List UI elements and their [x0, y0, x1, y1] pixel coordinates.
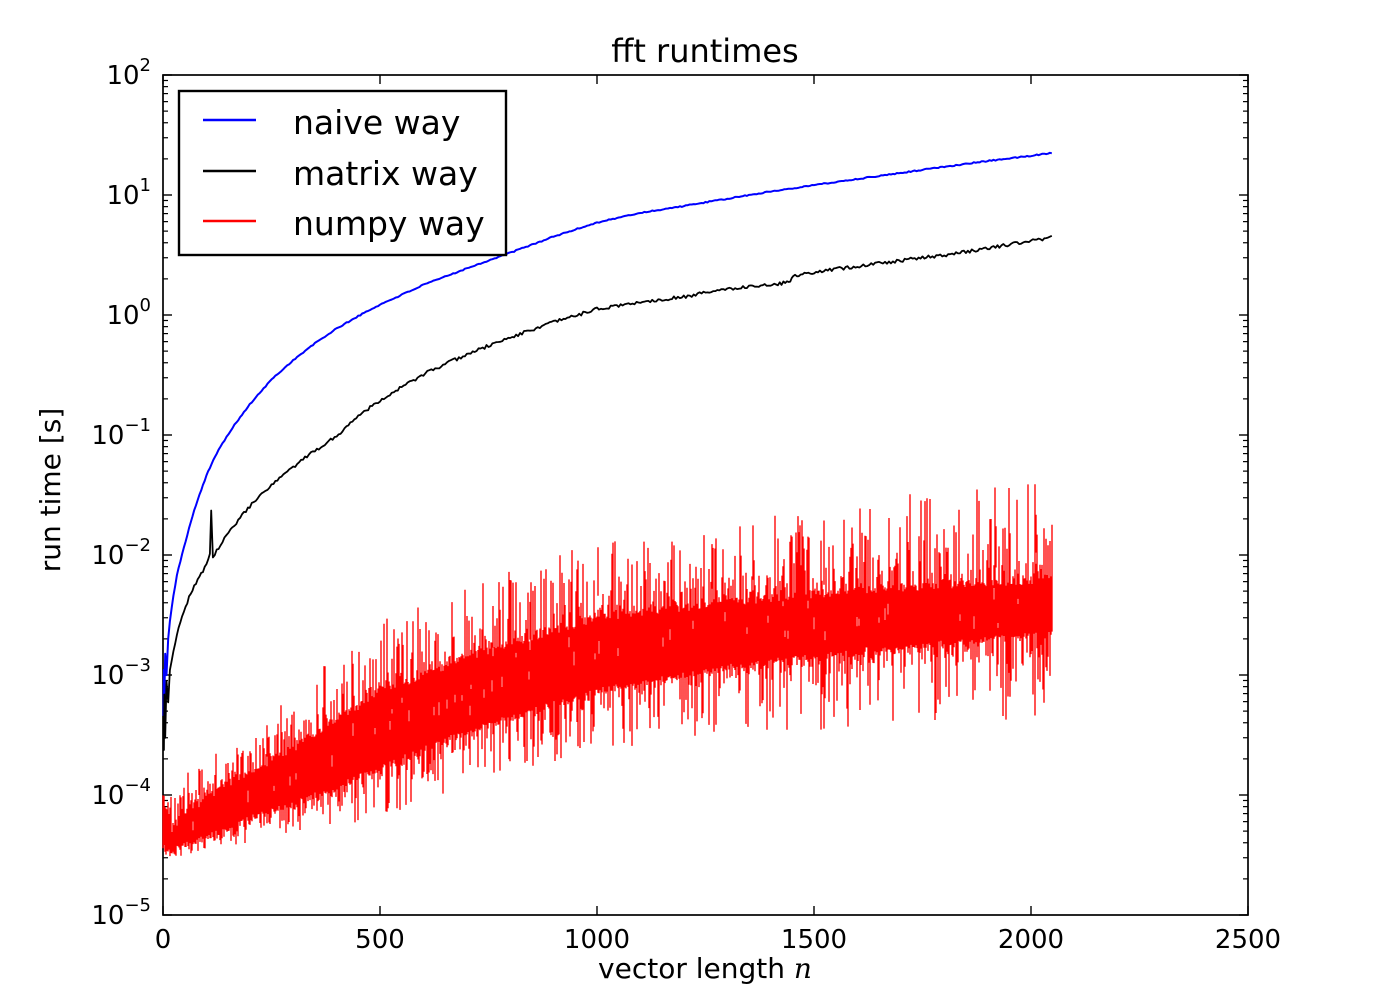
series-matrix-way [162, 234, 1053, 751]
x-tick-label: 2000 [998, 925, 1064, 955]
x-tick-label: 500 [355, 925, 405, 955]
legend: naive way matrix way numpy way [177, 89, 508, 257]
axes-frame [162, 74, 1249, 916]
y-tick-label: 10−4 [91, 775, 151, 811]
axes: 0 500 1000 1500 2000 2500 102 101 100 10−1 10−2 10−… [91, 55, 1281, 955]
legend-label-numpy: numpy way [293, 204, 485, 243]
legend-box [177, 89, 508, 257]
series-numpy-way [162, 484, 1053, 857]
y-tick-label: 10−3 [91, 655, 151, 691]
y-tick-label: 10−2 [91, 535, 151, 571]
y-tick-label: 102 [106, 55, 151, 91]
y-tick-label: 100 [106, 295, 151, 331]
series-layer [162, 151, 1053, 857]
x-tick-label: 0 [155, 925, 172, 955]
legend-label-matrix: matrix way [293, 154, 478, 193]
x-tick-label: 2500 [1215, 925, 1281, 955]
y-tick-label: 101 [106, 175, 151, 211]
legend-label-naive: naive way [293, 103, 460, 142]
chart-title: fft runtimes [611, 32, 798, 70]
series-naive-way [162, 151, 1053, 716]
x-tick-label: 1000 [564, 925, 630, 955]
x-tick-label: 1500 [781, 925, 847, 955]
x-axis-label: vector length n [598, 952, 812, 985]
y-axis-label: run time [s] [34, 408, 67, 573]
x-axis-label-variable: n [794, 952, 812, 985]
y-tick-label: 10−1 [91, 415, 151, 451]
x-axis-label-text: vector length [598, 952, 794, 985]
y-tick-label: 10−5 [91, 895, 151, 931]
